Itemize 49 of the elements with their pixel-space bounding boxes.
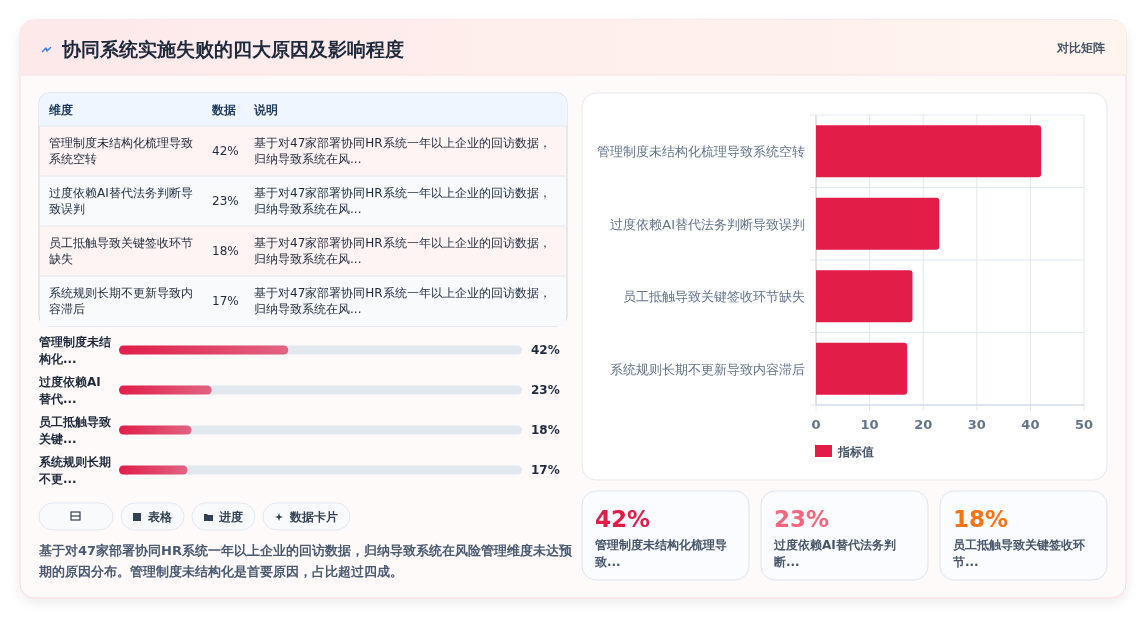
- text: 18%: [953, 506, 1009, 532]
- bar: [816, 125, 1042, 178]
- bar: [816, 342, 908, 395]
- text: 对比矩阵: [1056, 41, 1105, 55]
- text: 42%: [595, 506, 651, 532]
- text: 数据卡片: [289, 510, 338, 524]
- bar: [119, 385, 212, 395]
- text: 过度依赖AI替代法务判断...: [773, 538, 896, 569]
- text: 基于对47家部署协同HR系统一年以上企业的回访数据，归纳导致系统在风险管理维度未达预期的原因分布。管理制度未结构化是首要原因，占比超过四成。: [38, 543, 573, 579]
- y-tick-label: 管理制度未结构化梳理导致系统空转: [597, 144, 805, 160]
- bar: [119, 465, 188, 475]
- text: 进度: [218, 510, 243, 524]
- y-tick-label: 系统规则长期不更...: [38, 455, 111, 486]
- y-tick-label: 系统规则长期不更新导致内容滞后: [610, 361, 805, 377]
- y-tick-label: 员工抵触导致关键...: [38, 415, 111, 446]
- x-tick-label: 50: [1074, 417, 1094, 432]
- y-tick-label: 管理制度未结构化...: [38, 335, 111, 366]
- text: 基于对47家部署协同HR系统一年以上企业的回访数据，归纳导致系统在风...: [254, 186, 551, 216]
- text: 数据: [211, 103, 236, 117]
- y-tick-label: 过度依赖AI替代法务判断导致误判: [610, 216, 805, 232]
- text: 23%: [212, 194, 239, 208]
- legend-label: 指标值: [837, 445, 874, 459]
- x-tick-label: 10: [860, 417, 879, 432]
- text: 维度: [48, 103, 73, 117]
- text: 基于对47家部署协同HR系统一年以上企业的回访数据，归纳导致系统在风...: [254, 286, 551, 316]
- data-label: 42%: [531, 343, 560, 357]
- text: 17%: [212, 294, 239, 308]
- x-tick-label: 40: [1021, 417, 1040, 432]
- data-label: 18%: [531, 423, 560, 437]
- y-tick-label: 员工抵触导致关键签收环节缺失: [623, 289, 805, 305]
- y-tick-label: 过度依赖AI替代...: [38, 375, 101, 406]
- data-label: 23%: [531, 383, 560, 397]
- text: 说明: [253, 103, 278, 117]
- text: 员工抵触导致关键签收环节...: [952, 538, 1085, 569]
- text: 管理制度未结构化梳理导致...: [594, 538, 727, 569]
- x-tick-label: 20: [914, 417, 933, 432]
- text: 23%: [774, 506, 830, 532]
- bar: [816, 270, 913, 323]
- bar: [119, 425, 192, 435]
- data-label: 17%: [531, 463, 560, 477]
- text: 表格: [147, 510, 173, 524]
- text: 42%: [212, 144, 239, 158]
- text: 协同系统实施失败的四大原因及影响程度: [61, 38, 404, 60]
- x-tick-label: 30: [967, 417, 986, 432]
- text: 18%: [212, 244, 239, 258]
- text: 基于对47家部署协同HR系统一年以上企业的回访数据，归纳导致系统在风...: [254, 136, 551, 166]
- bar: [816, 197, 940, 250]
- text: 基于对47家部署协同HR系统一年以上企业的回访数据，归纳导致系统在风...: [254, 236, 551, 266]
- x-tick-label: 0: [811, 417, 821, 432]
